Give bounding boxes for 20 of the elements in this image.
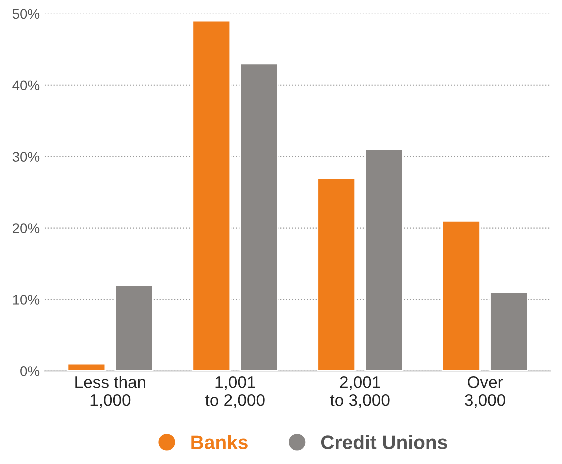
x-tick-label: 1,001 to 2,000: [206, 376, 265, 408]
y-tick-label: 10%: [13, 295, 40, 305]
bar: [442, 220, 481, 372]
bar: [192, 20, 232, 372]
y-tick-label: 40%: [12, 80, 40, 91]
y-tick-label: 0%: [20, 366, 40, 376]
bar: [240, 63, 279, 372]
y-tick-label: 30%: [12, 152, 40, 162]
bar: [317, 178, 356, 372]
bar: [114, 284, 154, 372]
bar: [364, 148, 404, 372]
x-tick-label: 2,001 to 3,000: [330, 376, 390, 408]
y-tick-label: 20%: [13, 224, 40, 234]
x-tick-label: Over 3,000: [465, 376, 506, 408]
x-tick-label: Less than 1,000: [76, 376, 146, 408]
bar: [67, 363, 106, 372]
legend-label: Credit Unions: [321, 435, 448, 450]
y-tick-label: 50%: [12, 9, 40, 20]
bar: [490, 292, 528, 372]
legend-label: Banks: [192, 435, 248, 450]
